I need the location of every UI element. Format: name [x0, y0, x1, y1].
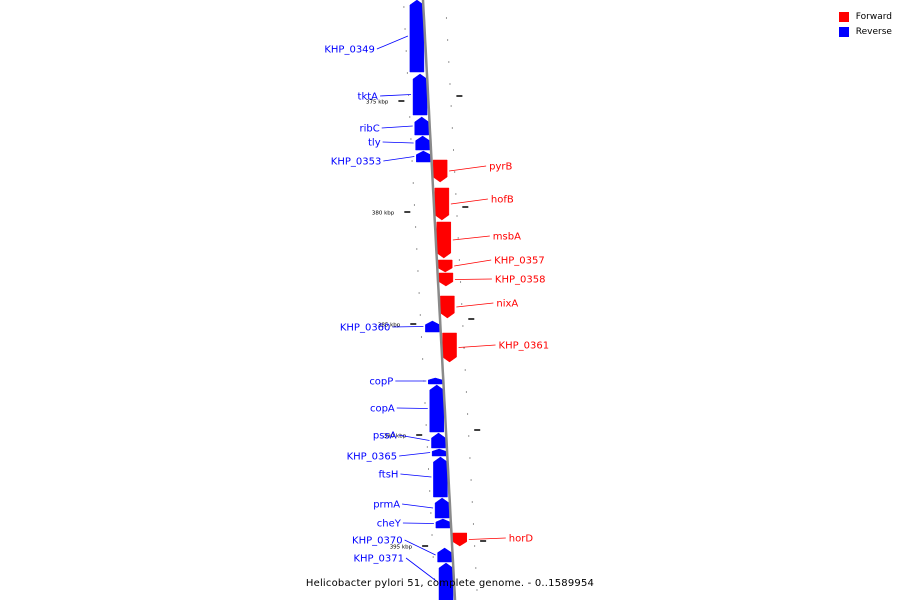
gene-KHP_0353[interactable]	[416, 150, 431, 163]
leader-line	[398, 434, 430, 441]
gene-label-pssA: pssA	[373, 431, 397, 442]
leader-line	[396, 407, 428, 409]
scale-markers: 375 kbp 380 kbp 385 kbp 390 kbp 395 kbp	[366, 95, 487, 551]
legend-reverse: Reverse	[838, 24, 892, 39]
gene-horD[interactable]	[452, 532, 468, 547]
gene-label-nixA: nixA	[496, 299, 518, 310]
gene-msbA[interactable]	[436, 221, 452, 259]
gene-label-ribC: ribC	[359, 124, 379, 135]
gene-label-horD: horD	[509, 534, 534, 545]
legend-forward-label: Forward	[855, 11, 892, 22]
leader-line	[381, 125, 413, 129]
gene-label-KHP_0365: KHP_0365	[347, 452, 398, 463]
leader-line	[449, 165, 487, 172]
gene-KHP_0370[interactable]	[437, 547, 452, 563]
leader-line	[402, 522, 434, 524]
gene-label-msbA: msbA	[493, 232, 521, 243]
gene-KHP_0371[interactable]	[438, 562, 454, 600]
leader-line	[382, 141, 414, 144]
gene-KHP_0349[interactable]	[409, 0, 425, 73]
gene-label-KHP_0361: KHP_0361	[499, 341, 550, 352]
gene-tktA[interactable]	[412, 73, 428, 116]
forward-swatch	[838, 11, 849, 22]
gene-copP[interactable]	[428, 377, 443, 385]
legend-forward: Forward	[838, 9, 892, 24]
gene-pssA[interactable]	[431, 432, 446, 449]
leader-line	[392, 326, 424, 328]
gene-label-tly: tly	[368, 138, 381, 149]
gene-label-prmA: prmA	[373, 500, 400, 511]
gene-KHP_0361[interactable]	[442, 332, 457, 363]
leader-line	[383, 156, 415, 162]
scale-label: 375 kbp	[366, 100, 389, 106]
gene-label-KHP_0349: KHP_0349	[324, 45, 375, 56]
leader-line	[454, 259, 492, 267]
gene-KHP_0360[interactable]	[425, 320, 440, 333]
gene-label-pyrB: pyrB	[489, 162, 512, 173]
gene-KHP_0357[interactable]	[437, 259, 453, 273]
reverse-swatch	[838, 26, 849, 37]
gene-label-tktA: tktA	[358, 92, 379, 103]
leader-line	[402, 503, 434, 509]
leader-line	[454, 278, 492, 280]
gene-label-KHP_0353: KHP_0353	[331, 157, 382, 168]
genome-backbone	[421, 0, 457, 600]
gene-label-KHP_0360: KHP_0360	[340, 323, 391, 334]
gene-KHP_0358[interactable]	[438, 272, 454, 287]
gene-label-ftsH: ftsH	[378, 470, 398, 481]
scale-label: 390 kbp	[384, 434, 407, 440]
leader-line	[376, 35, 409, 50]
gene-copA[interactable]	[429, 384, 445, 433]
leader-line	[400, 473, 432, 478]
genome-caption: Helicobacter pylori 51, complete genome.…	[305, 578, 595, 589]
gene-ftsH[interactable]	[433, 456, 448, 498]
gene-ribC[interactable]	[414, 116, 429, 136]
gene-label-KHP_0371: KHP_0371	[353, 554, 404, 565]
gene-KHP_0365[interactable]	[431, 448, 447, 457]
gene-tly[interactable]	[415, 135, 430, 151]
legend-reverse-label: Reverse	[855, 26, 892, 37]
gene-labels: KHP_0349 tktA ribC tly KHP_0353 KHP_0360 copP c…	[324, 35, 550, 582]
gene-label-KHP_0358: KHP_0358	[495, 275, 546, 286]
leader-line	[404, 539, 436, 556]
gene-pyrB[interactable]	[432, 159, 448, 183]
gene-prmA[interactable]	[434, 497, 450, 519]
leader-line	[450, 198, 488, 205]
leader-line	[405, 557, 438, 582]
leader-line	[380, 94, 412, 97]
leader-line	[452, 235, 490, 241]
backbone-ticks	[403, 6, 478, 591]
leader-line	[456, 302, 494, 308]
scale-label: 385 kbp	[378, 323, 401, 329]
gene-label-KHP_0357: KHP_0357	[494, 256, 545, 267]
gene-nixA[interactable]	[440, 295, 455, 319]
leader-line	[458, 344, 496, 348]
scale-label: 395 kbp	[390, 545, 413, 551]
gene-label-cheY: cheY	[377, 519, 402, 530]
gene-label-copA: copA	[370, 404, 395, 415]
gene-label-hofB: hofB	[491, 195, 514, 206]
legend: Forward Reverse	[838, 9, 892, 39]
gene-label-KHP_0370: KHP_0370	[352, 536, 403, 547]
gene-label-copP: copP	[369, 377, 393, 388]
scale-label: 380 kbp	[372, 211, 395, 217]
gene-cheY[interactable]	[435, 518, 451, 529]
leader-line	[399, 452, 431, 457]
gene-hofB[interactable]	[434, 187, 450, 221]
leader-line	[468, 537, 506, 540]
